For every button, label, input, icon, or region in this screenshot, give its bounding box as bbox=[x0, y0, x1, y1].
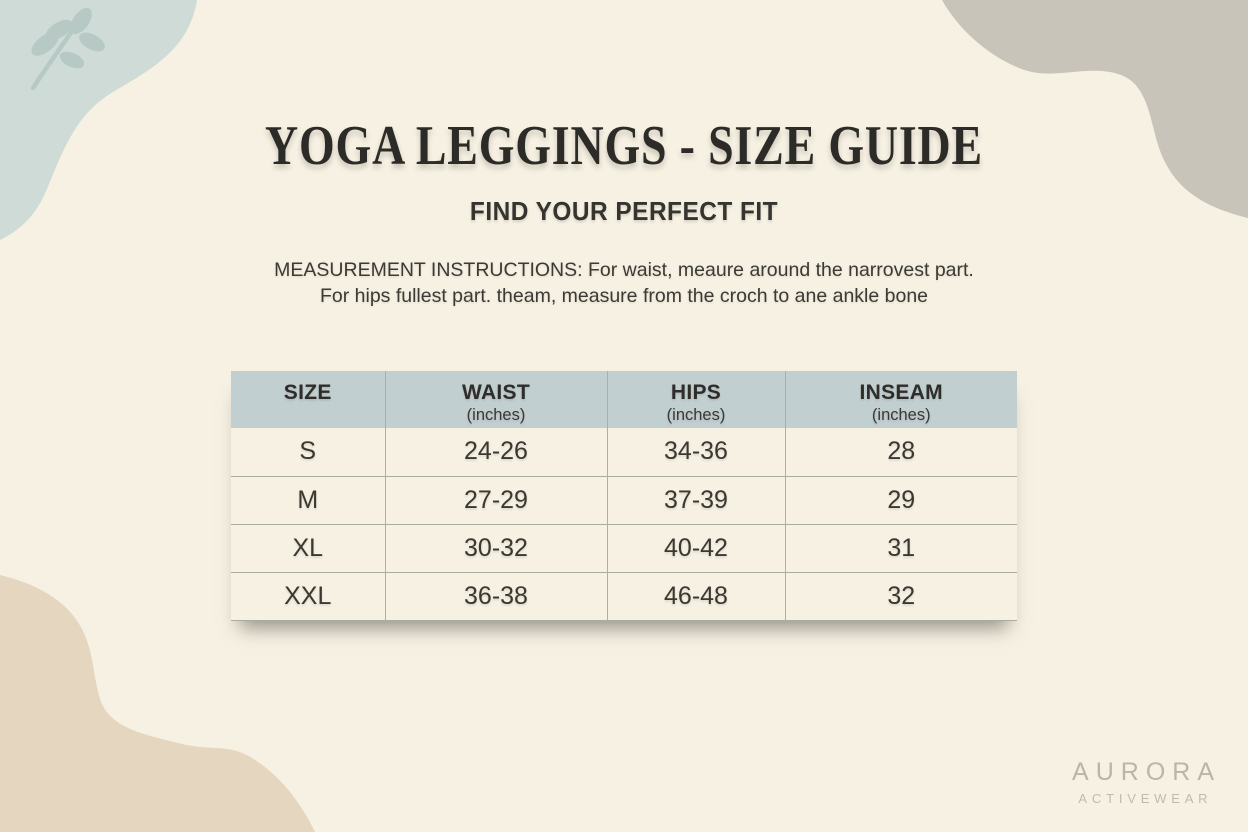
cell-size: XL bbox=[231, 523, 385, 572]
column-header-waist: WAIST (inches) bbox=[384, 371, 607, 428]
brand-tagline: ACTIVEWEAR bbox=[1078, 791, 1213, 806]
column-header-hips: HIPS (inches) bbox=[606, 371, 785, 428]
cell-hips: 40-42 bbox=[606, 523, 785, 572]
instructions-line-1: MEASUREMENT INSTRUCTIONS: For waist, mea… bbox=[274, 259, 974, 281]
page-subtitle: FIND YOUR PERFECT FIT bbox=[469, 196, 779, 226]
cell-size: S bbox=[299, 437, 317, 466]
cell-hips: 37-39 bbox=[606, 475, 785, 524]
measurement-instructions: MEASUREMENT INSTRUCTIONS: For waist, mea… bbox=[0, 257, 1248, 309]
page-title: YOGA LEGGINGS - SIZE GUIDE bbox=[265, 115, 983, 177]
cell-inseam: 32 bbox=[784, 571, 1017, 621]
instructions-line-2: For hips fullest part. theam, measure fr… bbox=[319, 285, 929, 307]
cell-size: M bbox=[231, 475, 385, 524]
cell-waist: 30-32 bbox=[384, 523, 607, 572]
cell-waist: 36-38 bbox=[384, 571, 607, 621]
brand-logo: AURORA ACTIVEWEAR bbox=[1072, 758, 1214, 806]
cell-inseam: 31 bbox=[784, 523, 1017, 572]
table-row-xxl: XXL 36-38 46-48 32 bbox=[231, 571, 1017, 621]
size-table: SIZE WAIST (inches) HIPS (inches) INSEAM… bbox=[231, 371, 1017, 621]
cell-waist: 24-26 bbox=[384, 428, 607, 476]
table-row-m: M 27-29 37-39 29 bbox=[231, 475, 1017, 524]
brand-name: AURORA bbox=[1072, 758, 1221, 786]
table-row-xl: XL 30-32 40-42 31 bbox=[231, 523, 1017, 572]
cell-inseam: 29 bbox=[784, 475, 1017, 524]
cell-inseam: 28 bbox=[784, 428, 1017, 476]
cell-hips: 34-36 bbox=[606, 428, 785, 476]
column-header-size: SIZE bbox=[231, 371, 385, 428]
size-table-header-row: SIZE WAIST (inches) HIPS (inches) INSEAM… bbox=[231, 371, 1017, 428]
column-header-inseam: INSEAM (inches) bbox=[784, 371, 1017, 428]
cell-size: XXL bbox=[231, 571, 385, 621]
size-table-container: SIZE WAIST (inches) HIPS (inches) INSEAM… bbox=[231, 371, 1017, 621]
table-row-s: S 24-26 34-36 28 bbox=[231, 428, 1017, 476]
cell-waist: 27-29 bbox=[384, 475, 607, 524]
cell-hips: 46-48 bbox=[606, 571, 785, 621]
